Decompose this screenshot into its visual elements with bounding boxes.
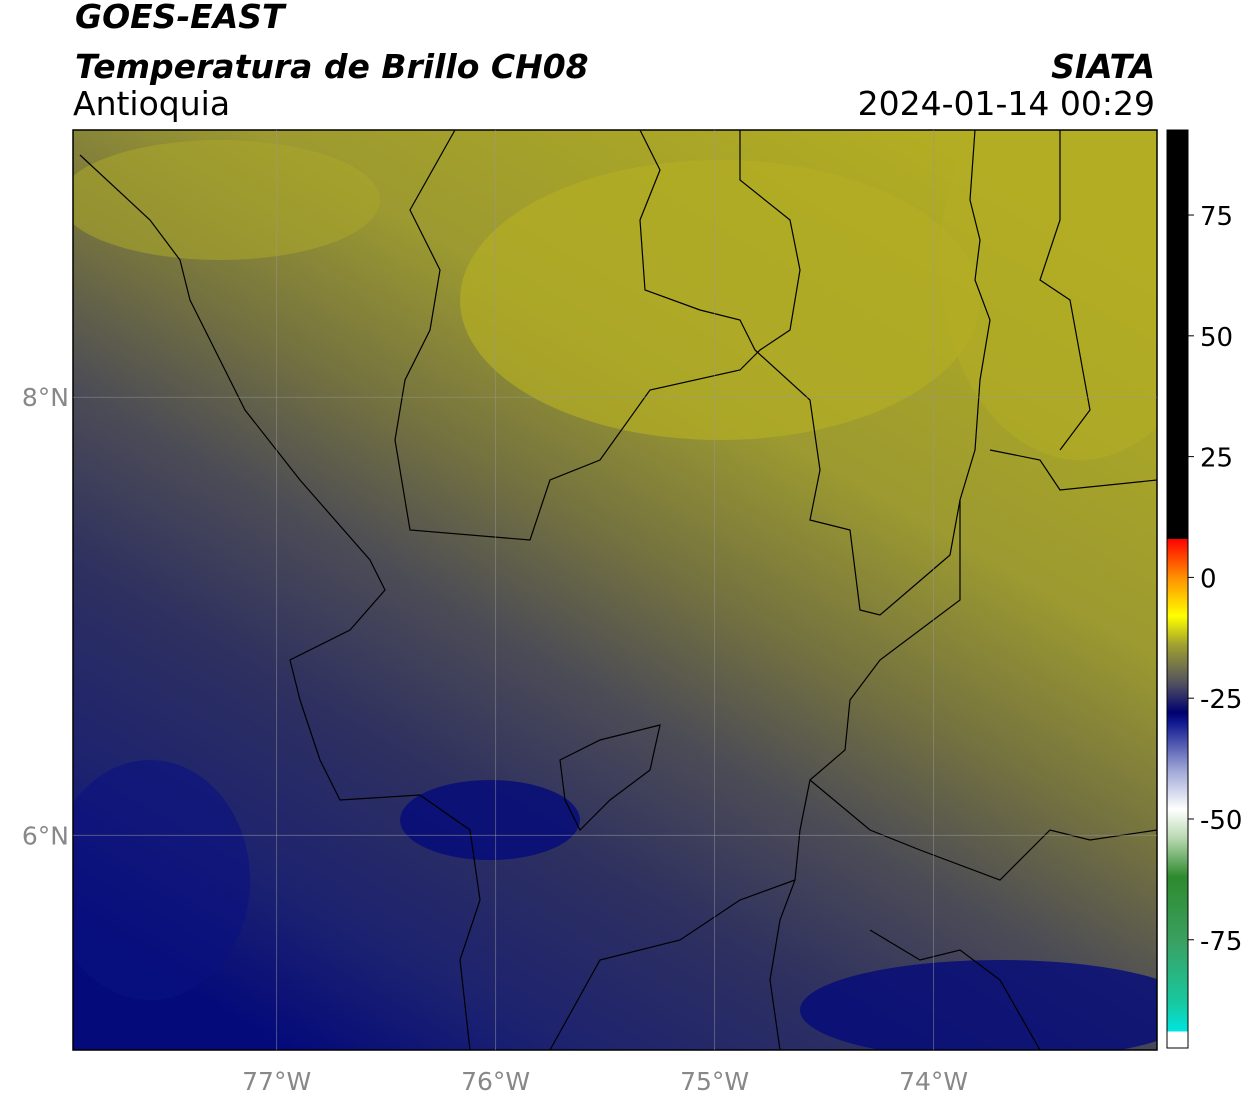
- colorbar-tick-label: 75: [1200, 202, 1233, 232]
- colorbar-tick-label: -75: [1200, 927, 1242, 957]
- region: Antioquia: [73, 84, 230, 123]
- colorbar-tick-label: -25: [1200, 685, 1242, 715]
- subtitle: Temperatura de Brillo CH08: [75, 47, 589, 86]
- border: [1039, 130, 1091, 451]
- timestamp: 2024-01-14 00:29: [858, 84, 1155, 123]
- colorbar-tick-label: 50: [1200, 323, 1233, 353]
- warm-area: [460, 160, 980, 440]
- x-tick-label: 77°W: [242, 1067, 311, 1096]
- x-tick-label: 76°W: [461, 1067, 530, 1096]
- border: [559, 724, 661, 832]
- x-tick-label: 74°W: [899, 1067, 968, 1096]
- warm-area: [940, 130, 1157, 460]
- source: SIATA: [1051, 47, 1155, 86]
- warm-area: [73, 140, 380, 260]
- x-tick-label: 75°W: [680, 1067, 749, 1096]
- cold-area: [73, 760, 250, 1000]
- cold-area: [400, 780, 580, 860]
- title: GOES-EAST: [75, 0, 287, 36]
- border: [809, 779, 1157, 881]
- map-field: [73, 130, 1157, 1050]
- colorbar-tick-label: -50: [1200, 806, 1242, 836]
- colorbar: [1166, 129, 1189, 1049]
- y-tick-label: 8°N: [22, 383, 69, 412]
- border: [869, 929, 1041, 1050]
- border: [989, 449, 1157, 491]
- border: [394, 130, 801, 541]
- map-frame: [72, 129, 1158, 1051]
- border: [79, 154, 481, 1050]
- colorbar-tick-label: 25: [1200, 444, 1233, 474]
- border: [639, 130, 991, 616]
- cold-area: [800, 960, 1157, 1050]
- border: [549, 879, 796, 1050]
- y-tick-label: 6°N: [22, 821, 69, 850]
- colorbar-tick-label: 0: [1200, 564, 1217, 594]
